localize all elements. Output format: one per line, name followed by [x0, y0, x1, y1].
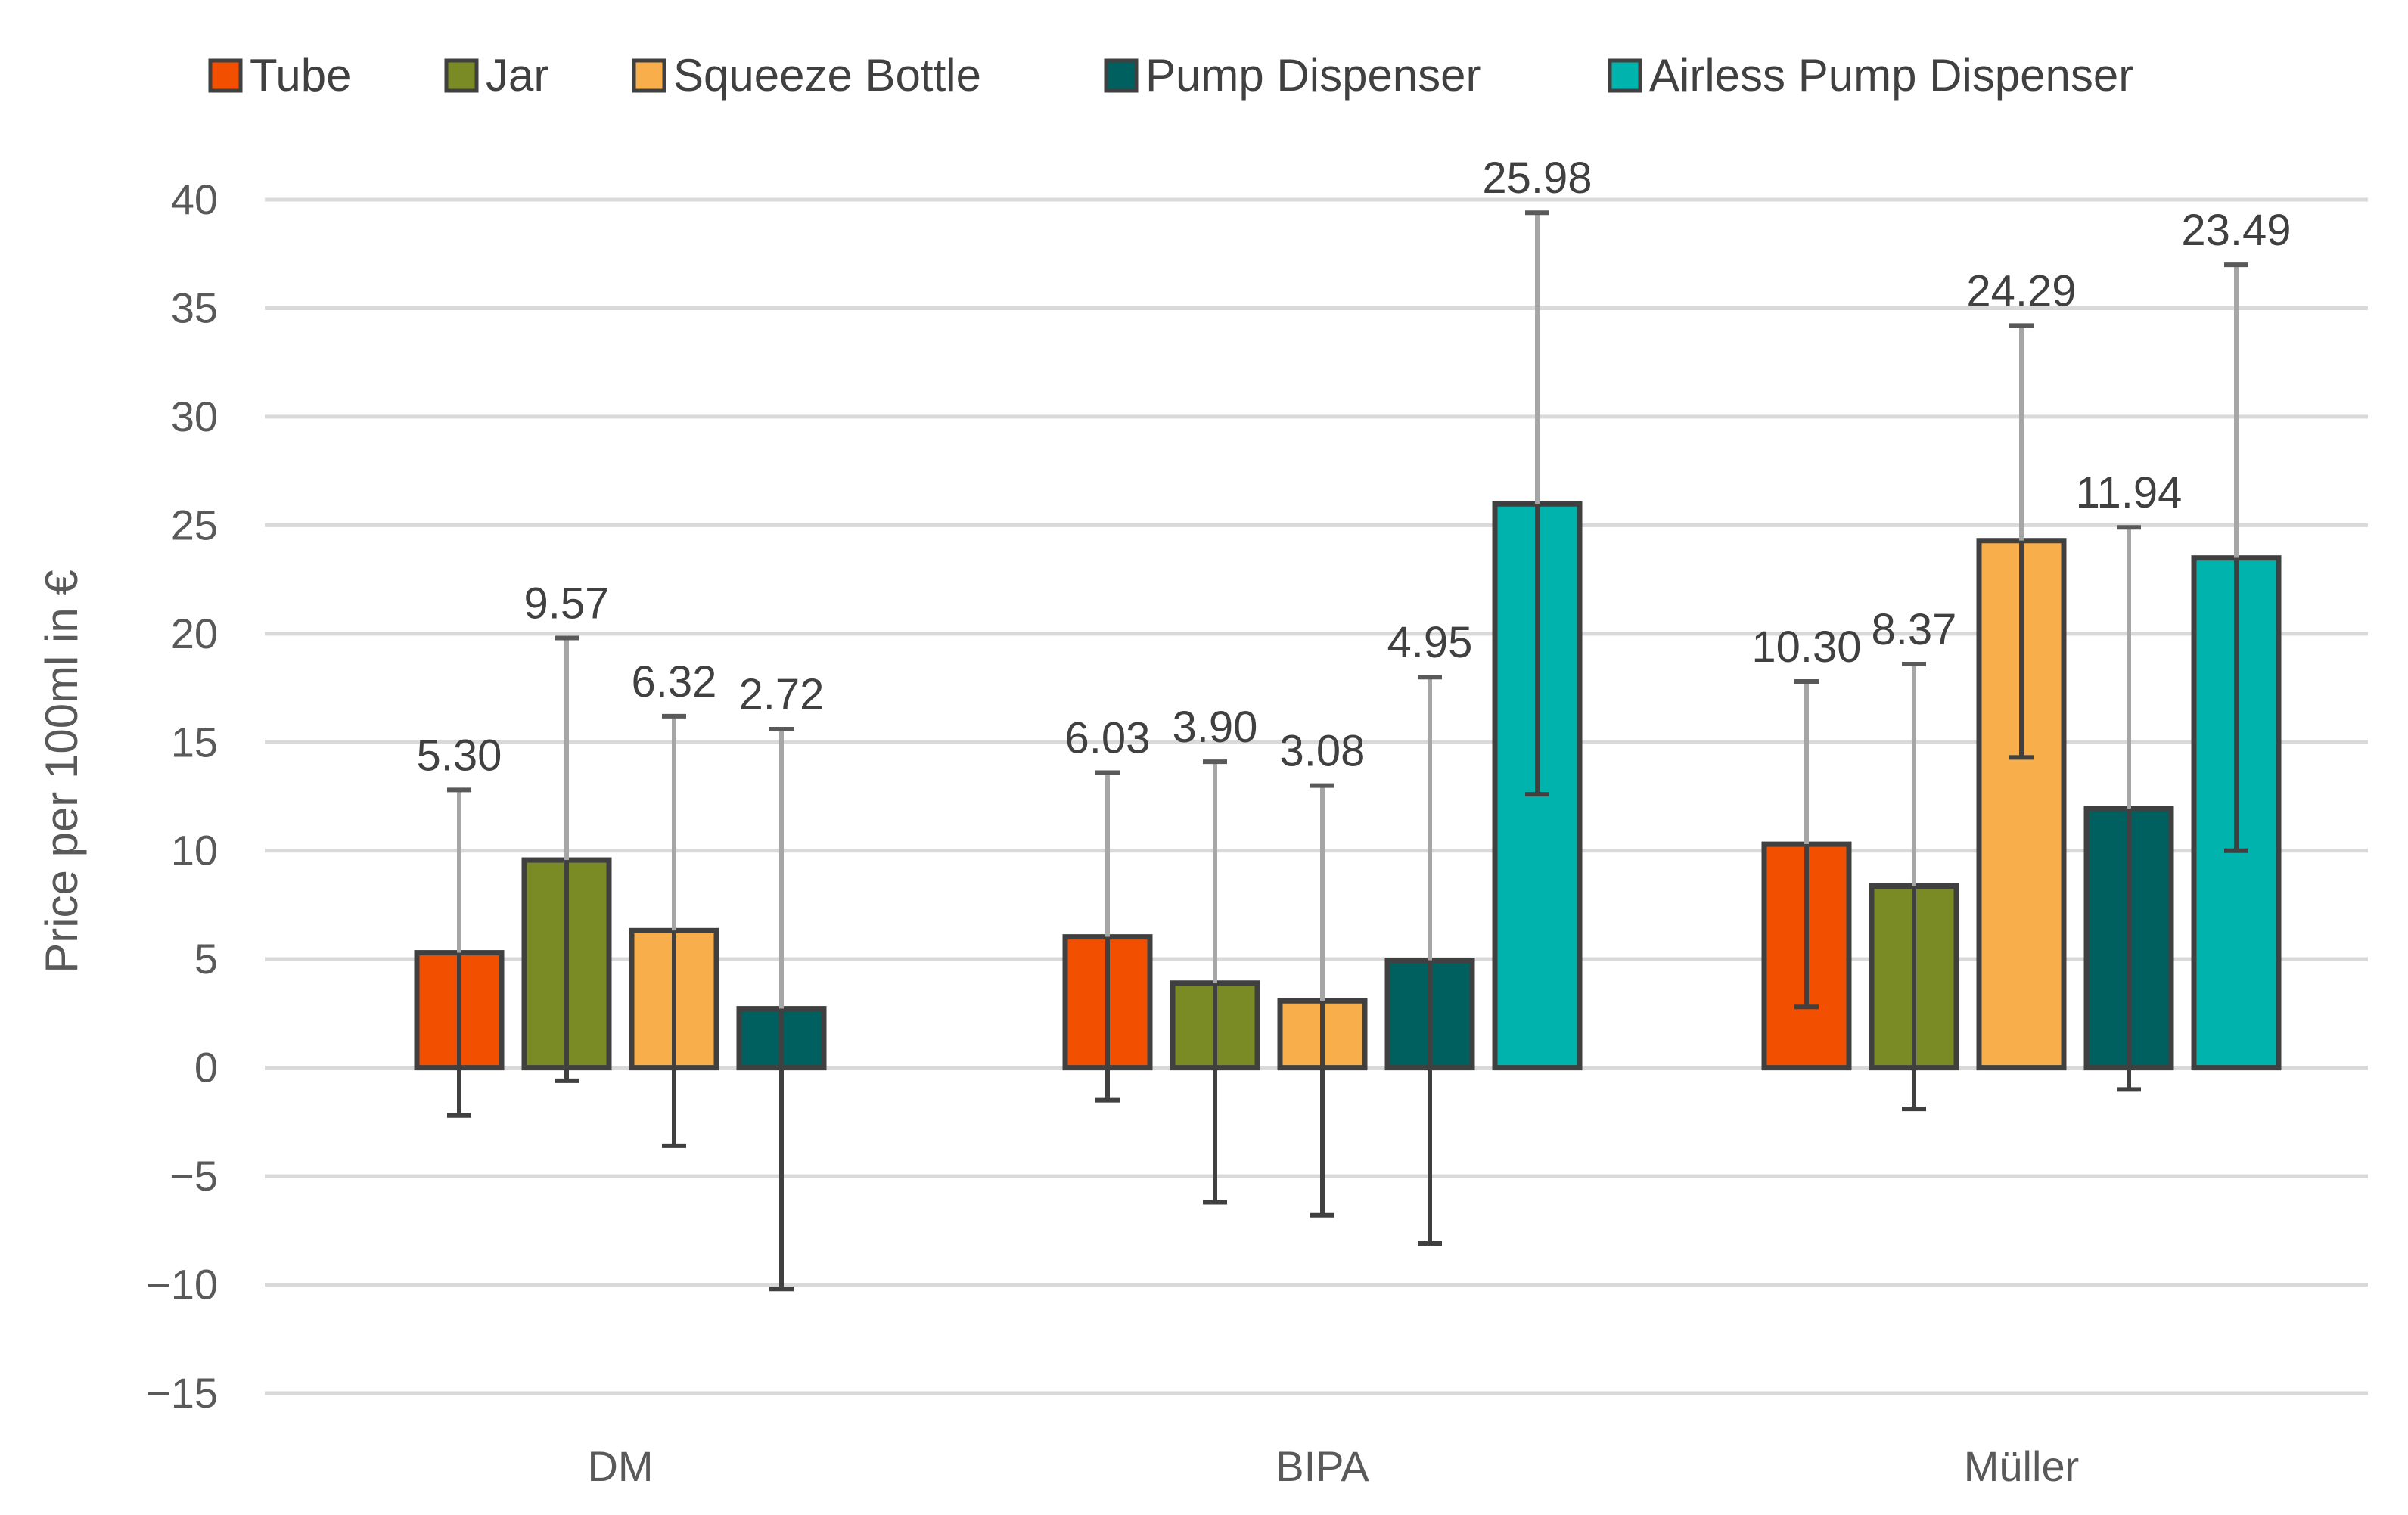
legend: Tube Jar Squeeze Bottle Pump Dispenser Airle…	[208, 50, 2133, 101]
bars	[414, 501, 2282, 1071]
x-category-label-m-ller: Müller	[1964, 1442, 2079, 1490]
legend-item-pump-dispenser: Pump Dispenser	[1104, 50, 1481, 101]
data-label-m-ller-squeeze-bottle: 24.29	[1966, 266, 2076, 315]
legend-swatch	[1608, 58, 1642, 93]
data-label-bipa-pump-dispenser: 4.95	[1387, 618, 1473, 667]
legend-swatch	[1104, 58, 1139, 93]
y-tick-label: 30	[171, 393, 218, 440]
x-category-label-dm: DM	[587, 1442, 653, 1490]
y-tick-label: 5	[194, 935, 218, 983]
error-bar-dm-tube	[447, 787, 471, 1118]
error-bar-m-ller-jar	[1902, 661, 1926, 1112]
legend-label: Airless Pump Dispenser	[1649, 50, 2133, 101]
error-bar-m-ller-squeeze-bottle	[2009, 323, 2034, 760]
error-bar-m-ller-pump-dispenser	[2117, 525, 2141, 1092]
x-category-label-bipa: BIPA	[1275, 1442, 1369, 1490]
error-bar-m-ller-tube	[1794, 678, 1819, 1010]
data-label-m-ller-pump-dispenser: 11.94	[2076, 468, 2183, 517]
data-label-bipa-jar: 3.90	[1173, 703, 1258, 752]
y-tick-label: −10	[146, 1261, 218, 1309]
y-tick-label: −15	[146, 1369, 218, 1417]
legend-swatch	[208, 58, 243, 93]
legend-item-airless-pump-dispenser: Airless Pump Dispenser	[1608, 50, 2133, 101]
legend-swatch	[632, 58, 666, 93]
data-label-m-ller-airless-pump-dispenser: 23.49	[2181, 206, 2291, 255]
data-label-m-ller-jar: 8.37	[1872, 605, 1957, 654]
error-bar-dm-jar	[555, 635, 579, 1083]
x-axis-categories: DM BIPA Müller	[587, 1442, 2079, 1490]
error-bar-bipa-pump-dispenser	[1418, 675, 1442, 1246]
y-axis-title: Price per 100ml in €	[36, 570, 87, 973]
y-tick-label: 10	[171, 827, 218, 874]
data-label-dm-pump-dispenser: 2.72	[739, 670, 825, 719]
legend-label: Tube	[250, 50, 352, 101]
data-label-dm-jar: 9.57	[524, 579, 610, 629]
data-labels: 5.30 9.57 6.32 2.72 6.03 3.90 3.08 4.95 25.98 10.…	[417, 154, 2291, 780]
error-bar-bipa-squeeze-bottle	[1310, 783, 1334, 1218]
error-bar-bipa-airless-pump-dispenser	[1525, 210, 1549, 797]
legend-label: Jar	[486, 50, 548, 101]
y-tick-label: 25	[171, 501, 218, 548]
legend-item-tube: Tube	[208, 50, 352, 101]
legend-label: Squeeze Bottle	[673, 50, 981, 101]
error-bar-m-ller-airless-pump-dispenser	[2224, 262, 2248, 853]
y-tick-label: 35	[171, 284, 218, 331]
y-tick-label: 40	[171, 175, 218, 223]
error-bar-dm-pump-dispenser	[769, 727, 794, 1292]
data-label-bipa-tube: 6.03	[1065, 713, 1151, 762]
gridlines	[265, 197, 2368, 1395]
data-label-bipa-squeeze-bottle: 3.08	[1280, 727, 1366, 776]
y-axis-ticks: −15 −10 −5 0 5 10 15 20 25 30 35 40	[146, 175, 218, 1417]
y-tick-label: 15	[171, 718, 218, 765]
data-label-dm-squeeze-bottle: 6.32	[632, 657, 717, 706]
data-label-m-ller-tube: 10.30	[1751, 622, 1861, 672]
legend-label: Pump Dispenser	[1145, 50, 1481, 101]
y-tick-label: −5	[169, 1152, 218, 1200]
data-label-bipa-airless-pump-dispenser: 25.98	[1482, 154, 1592, 203]
legend-item-jar: Jar	[444, 50, 548, 101]
error-bar-bipa-tube	[1095, 770, 1120, 1103]
error-bar-dm-squeeze-bottle	[662, 713, 686, 1148]
error-bar-bipa-jar	[1203, 759, 1227, 1205]
y-tick-label: 20	[171, 610, 218, 657]
legend-item-squeeze-bottle: Squeeze Bottle	[632, 50, 981, 101]
y-tick-label: 0	[194, 1044, 218, 1091]
error-bars	[447, 210, 2248, 1292]
legend-swatch	[444, 58, 479, 93]
data-label-dm-tube: 5.30	[417, 731, 502, 780]
